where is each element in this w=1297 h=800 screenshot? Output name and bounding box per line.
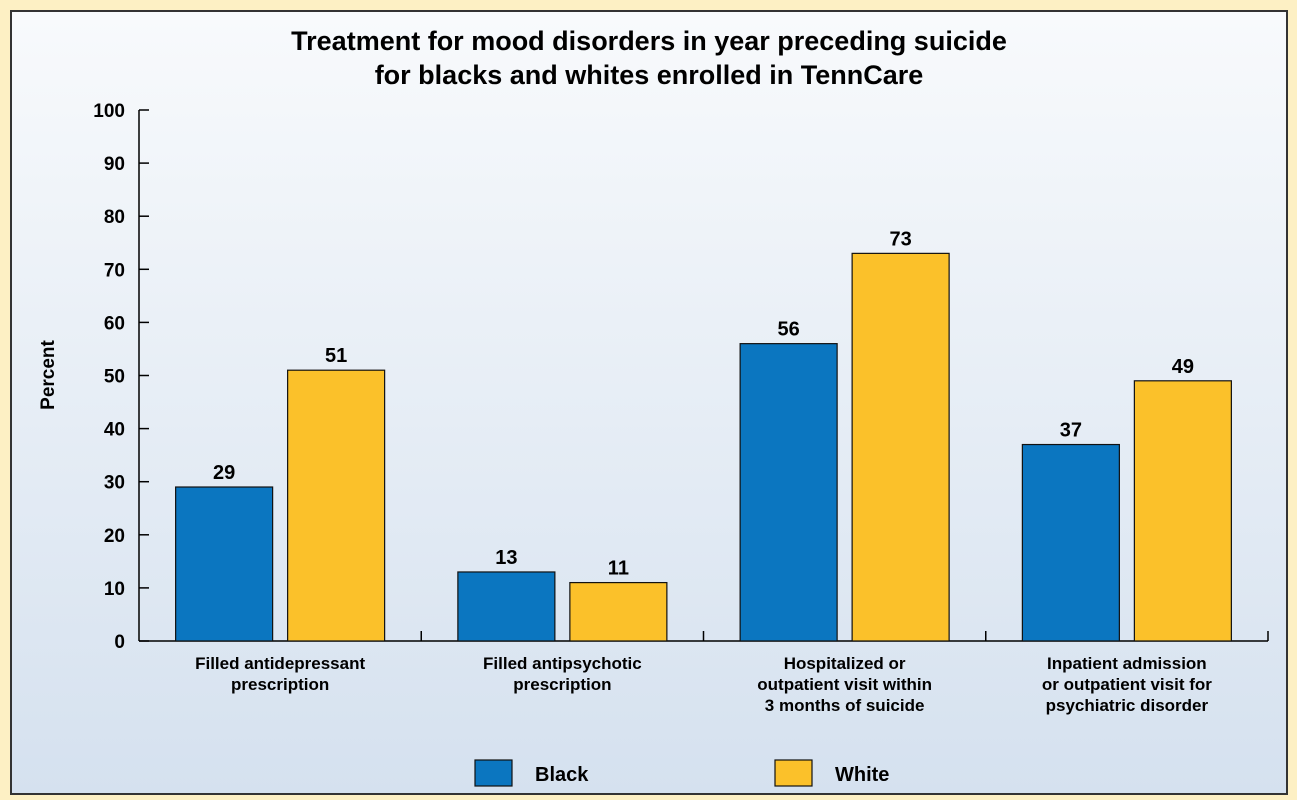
legend: Black White: [474, 759, 889, 787]
y-tick-label: 60: [104, 313, 125, 334]
y-tick-label: 50: [104, 367, 125, 388]
bar-chart: Treatment for mood disorders in year pre…: [38, 26, 1269, 787]
category-label: outpatient visit within: [757, 675, 932, 694]
bar-white: [569, 581, 668, 642]
value-label: 51: [325, 345, 347, 367]
category-label: Filled antipsychotic: [483, 654, 642, 673]
y-tick-label: 30: [104, 473, 125, 494]
y-tick-label: 70: [104, 260, 125, 281]
value-label: 29: [213, 462, 235, 484]
legend-swatch-white: [774, 759, 813, 787]
category-label: Inpatient admission: [1047, 654, 1207, 673]
chart-title-line: for blacks and whites enrolled in TennCa…: [375, 60, 924, 90]
y-tick-label: 10: [104, 579, 125, 600]
legend-label-black: Black: [535, 764, 589, 786]
category-label: prescription: [231, 675, 329, 694]
value-label: 37: [1060, 420, 1082, 442]
y-tick-label: 80: [104, 207, 125, 228]
category-label: Filled antidepressant: [195, 654, 365, 673]
value-label: 13: [495, 547, 517, 569]
y-tick-label: 20: [104, 526, 125, 547]
category-label: or outpatient visit for: [1042, 675, 1212, 694]
bar-black: [739, 343, 838, 642]
category-label: 3 months of suicide: [765, 696, 925, 715]
bar-white: [1133, 380, 1232, 642]
y-axis-label: Percent: [38, 339, 59, 409]
chart-title-line: Treatment for mood disorders in year pre…: [291, 26, 1007, 56]
value-label: 56: [778, 319, 800, 341]
legend-label-white: White: [835, 764, 889, 786]
value-label: 11: [608, 558, 629, 580]
category-label: psychiatric disorder: [1046, 696, 1209, 715]
y-axis-label-text: Percent: [38, 339, 59, 409]
category-label: Hospitalized or: [784, 654, 906, 673]
value-label: 49: [1172, 356, 1194, 378]
bar-white: [851, 252, 950, 642]
bar-white: [287, 369, 386, 642]
legend-swatch-black: [474, 759, 513, 787]
bar-black: [1021, 443, 1120, 642]
value-label: 73: [890, 228, 912, 250]
chart-frame: Treatment for mood disorders in year pre…: [10, 10, 1288, 795]
chart-title: Treatment for mood disorders in year pre…: [291, 26, 1007, 90]
bar-black: [175, 486, 274, 642]
category-label: prescription: [513, 675, 611, 694]
y-tick-label: 0: [114, 632, 125, 653]
y-tick-label: 100: [93, 101, 125, 122]
bars: 29 51 13 11 56 73 37 49: [175, 228, 1232, 642]
y-tick-label: 90: [104, 154, 125, 175]
y-tick-label: 40: [104, 420, 125, 441]
category-labels: Filled antidepressant prescription Filled …: [195, 654, 1212, 715]
bar-black: [457, 571, 556, 642]
